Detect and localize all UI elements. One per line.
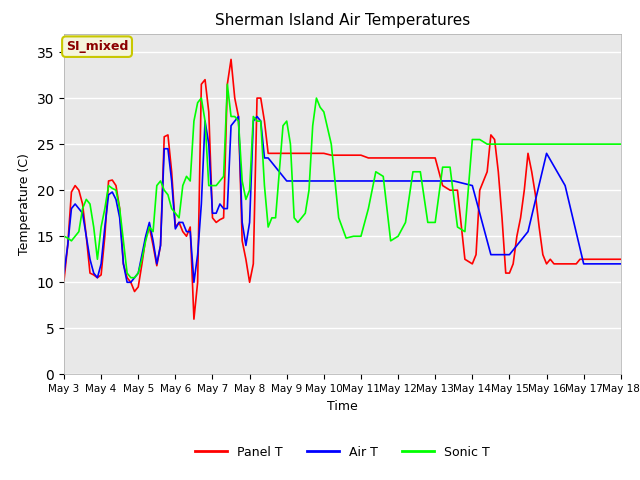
- Sonic T: [305, 187, 313, 193]
- Air T: [357, 178, 365, 184]
- Sonic T: [257, 118, 264, 124]
- Air T: [149, 238, 157, 244]
- Panel T: [216, 217, 224, 223]
- X-axis label: Time: Time: [327, 400, 358, 413]
- Air T: [235, 114, 243, 120]
- Air T: [617, 261, 625, 267]
- Panel T: [190, 316, 198, 322]
- Air T: [134, 270, 142, 276]
- Panel T: [509, 261, 517, 267]
- Panel T: [105, 178, 113, 184]
- Sonic T: [223, 82, 231, 87]
- Air T: [320, 178, 328, 184]
- Sonic T: [60, 233, 68, 239]
- Title: Sherman Island Air Temperatures: Sherman Island Air Temperatures: [215, 13, 470, 28]
- Sonic T: [617, 141, 625, 147]
- Sonic T: [602, 141, 610, 147]
- Panel T: [246, 279, 253, 285]
- Legend: Panel T, Air T, Sonic T: Panel T, Air T, Sonic T: [191, 441, 494, 464]
- Panel T: [617, 256, 625, 262]
- Panel T: [227, 57, 235, 62]
- Air T: [124, 279, 131, 285]
- Panel T: [257, 95, 264, 101]
- Air T: [60, 270, 68, 276]
- Y-axis label: Temperature (C): Temperature (C): [18, 153, 31, 255]
- Sonic T: [127, 275, 134, 281]
- Air T: [145, 219, 153, 225]
- Panel T: [60, 277, 68, 283]
- Line: Air T: Air T: [64, 117, 621, 282]
- Text: SI_mixed: SI_mixed: [66, 40, 128, 53]
- Sonic T: [157, 178, 164, 184]
- Line: Sonic T: Sonic T: [64, 84, 621, 278]
- Panel T: [312, 150, 320, 156]
- Sonic T: [168, 206, 175, 212]
- Line: Panel T: Panel T: [64, 60, 621, 319]
- Air T: [205, 141, 212, 147]
- Sonic T: [216, 178, 224, 184]
